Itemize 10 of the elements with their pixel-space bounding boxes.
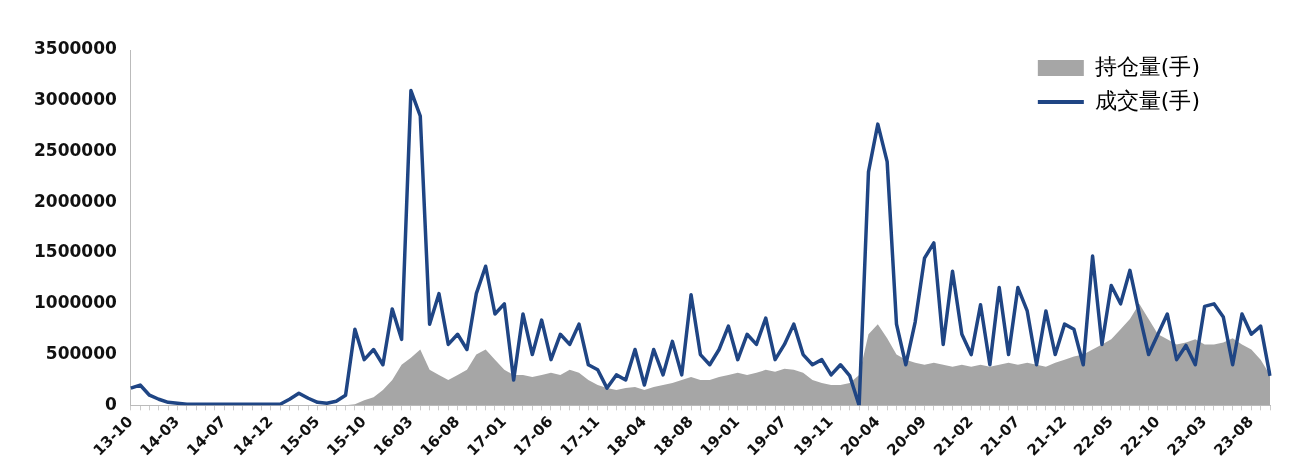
y-tick-label: 2000000: [33, 190, 117, 211]
y-tick-label: 2500000: [33, 139, 117, 160]
y-tick-label: 1000000: [33, 292, 117, 313]
legend-label: 成交量(手): [1094, 87, 1201, 113]
y-tick-label: 1500000: [33, 241, 117, 262]
y-tick-label: 3000000: [33, 89, 117, 110]
y-tick-label: 0: [104, 393, 117, 414]
y-tick-label: 3500000: [33, 38, 117, 59]
legend-label: 持仓量(手): [1094, 53, 1201, 79]
y-tick-label: 500000: [45, 343, 117, 364]
